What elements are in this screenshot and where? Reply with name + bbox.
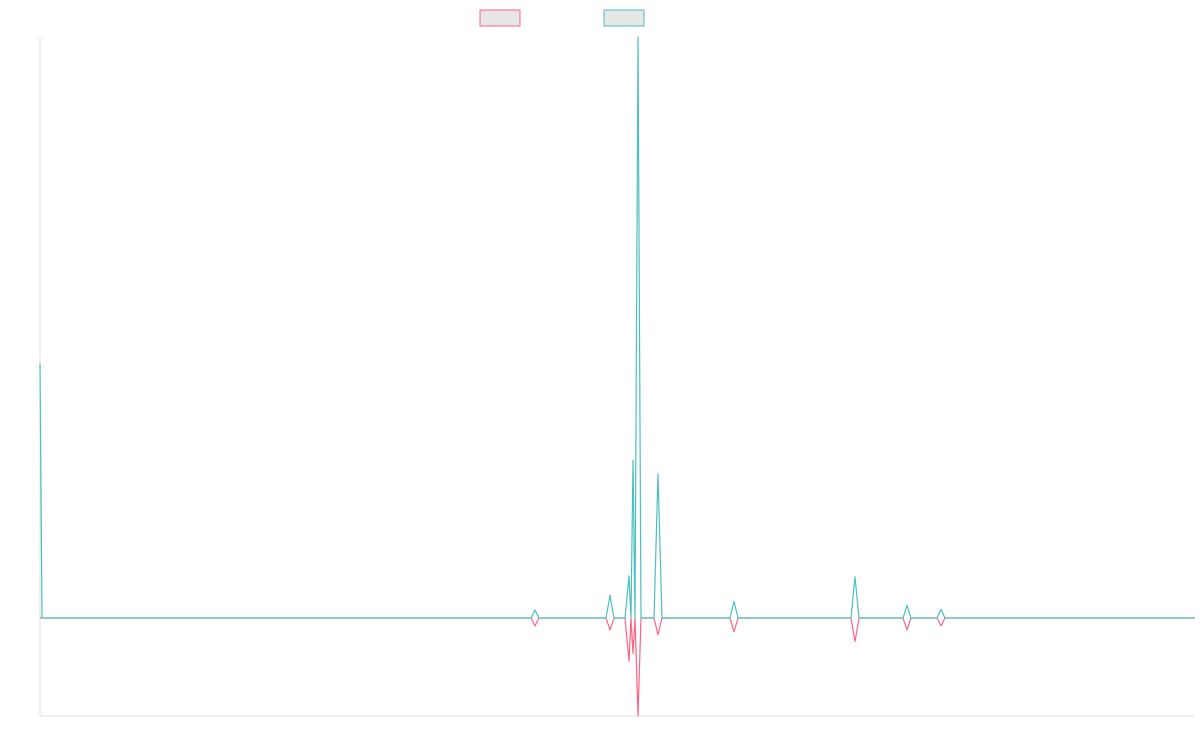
legend-swatch (479, 9, 521, 27)
line-series (40, 617, 1195, 717)
legend-swatch (603, 9, 645, 27)
line-series (39, 36, 1195, 619)
